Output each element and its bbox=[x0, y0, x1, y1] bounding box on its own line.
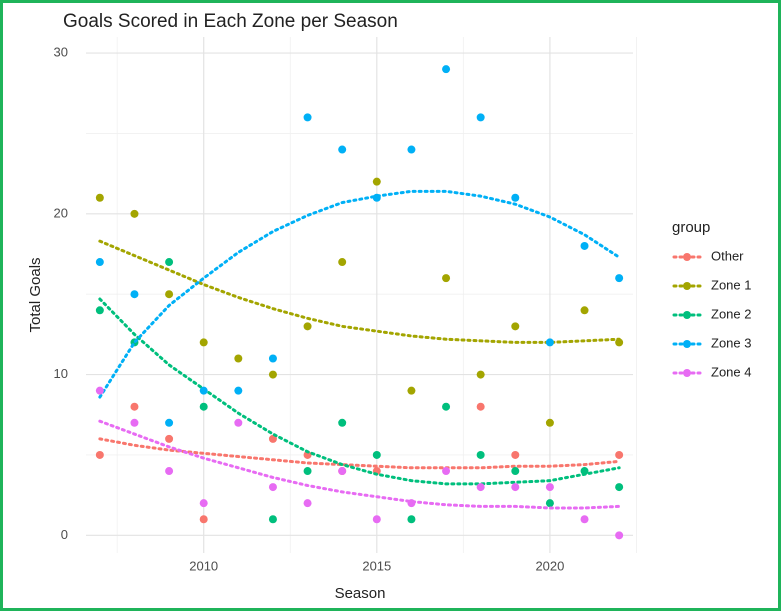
point bbox=[165, 290, 174, 299]
point bbox=[372, 515, 381, 524]
point bbox=[338, 418, 347, 427]
point bbox=[165, 418, 174, 427]
trend-line bbox=[98, 189, 621, 399]
point bbox=[338, 467, 347, 476]
point bbox=[615, 274, 624, 283]
point bbox=[580, 467, 589, 476]
y-axis-label: Total Goals bbox=[27, 257, 44, 332]
point bbox=[338, 145, 347, 154]
point bbox=[511, 193, 520, 202]
point bbox=[303, 113, 312, 122]
point bbox=[511, 483, 520, 492]
point bbox=[615, 483, 624, 492]
point bbox=[95, 306, 104, 315]
point bbox=[234, 354, 243, 363]
legend-label: Zone 3 bbox=[711, 335, 751, 350]
point bbox=[268, 370, 277, 379]
legend-label: Zone 1 bbox=[711, 277, 751, 292]
point bbox=[580, 241, 589, 250]
chart-title: Goals Scored in Each Zone per Season bbox=[63, 11, 398, 32]
point bbox=[303, 467, 312, 476]
legend-key-point bbox=[683, 340, 691, 348]
point bbox=[130, 418, 139, 427]
point bbox=[407, 386, 416, 395]
point bbox=[476, 370, 485, 379]
point bbox=[407, 499, 416, 508]
point bbox=[511, 467, 520, 476]
point bbox=[511, 322, 520, 331]
point bbox=[199, 515, 208, 524]
trend-line bbox=[98, 419, 621, 510]
trend-line bbox=[98, 239, 621, 344]
point bbox=[545, 418, 554, 427]
point bbox=[407, 515, 416, 524]
point bbox=[165, 434, 174, 443]
point bbox=[372, 450, 381, 459]
x-tick-label: 2015 bbox=[362, 558, 391, 573]
point bbox=[407, 145, 416, 154]
point bbox=[130, 209, 139, 218]
legend-label: Zone 2 bbox=[711, 306, 751, 321]
point bbox=[442, 467, 451, 476]
point bbox=[234, 386, 243, 395]
point bbox=[95, 193, 104, 202]
point bbox=[338, 258, 347, 267]
y-tick-label: 30 bbox=[54, 45, 68, 60]
point bbox=[268, 483, 277, 492]
point bbox=[545, 338, 554, 347]
point bbox=[476, 113, 485, 122]
point bbox=[372, 193, 381, 202]
point bbox=[268, 434, 277, 443]
point bbox=[165, 258, 174, 267]
point bbox=[268, 354, 277, 363]
point bbox=[615, 338, 624, 347]
trend-line bbox=[98, 437, 621, 470]
point bbox=[165, 467, 174, 476]
point bbox=[303, 499, 312, 508]
point bbox=[372, 177, 381, 186]
point bbox=[95, 258, 104, 267]
legend-label: Zone 4 bbox=[711, 364, 751, 379]
y-tick-label: 0 bbox=[61, 527, 68, 542]
legend-title: group bbox=[672, 219, 710, 236]
legend-key-point bbox=[683, 253, 691, 261]
legend-key-point bbox=[683, 311, 691, 319]
point bbox=[199, 402, 208, 411]
point bbox=[511, 450, 520, 459]
trend-line bbox=[98, 297, 621, 486]
point bbox=[303, 450, 312, 459]
point bbox=[442, 274, 451, 283]
point bbox=[615, 450, 624, 459]
point bbox=[130, 402, 139, 411]
point bbox=[476, 483, 485, 492]
point bbox=[130, 290, 139, 299]
point bbox=[476, 450, 485, 459]
legend-key-point bbox=[683, 369, 691, 377]
point bbox=[199, 338, 208, 347]
x-tick-label: 2020 bbox=[535, 558, 564, 573]
point bbox=[615, 531, 624, 540]
point bbox=[199, 499, 208, 508]
point bbox=[95, 386, 104, 395]
point bbox=[303, 322, 312, 331]
point bbox=[268, 515, 277, 524]
y-tick-label: 10 bbox=[54, 366, 68, 381]
point bbox=[442, 65, 451, 74]
point bbox=[580, 306, 589, 315]
point bbox=[234, 418, 243, 427]
y-tick-label: 20 bbox=[54, 205, 68, 220]
point bbox=[580, 515, 589, 524]
legend-key-point bbox=[683, 282, 691, 290]
x-axis-label: Season bbox=[335, 585, 386, 602]
point bbox=[545, 483, 554, 492]
point bbox=[476, 402, 485, 411]
point bbox=[545, 499, 554, 508]
point bbox=[95, 450, 104, 459]
legend-label: Other bbox=[711, 248, 744, 263]
point bbox=[199, 386, 208, 395]
point bbox=[442, 402, 451, 411]
x-tick-label: 2010 bbox=[189, 558, 218, 573]
